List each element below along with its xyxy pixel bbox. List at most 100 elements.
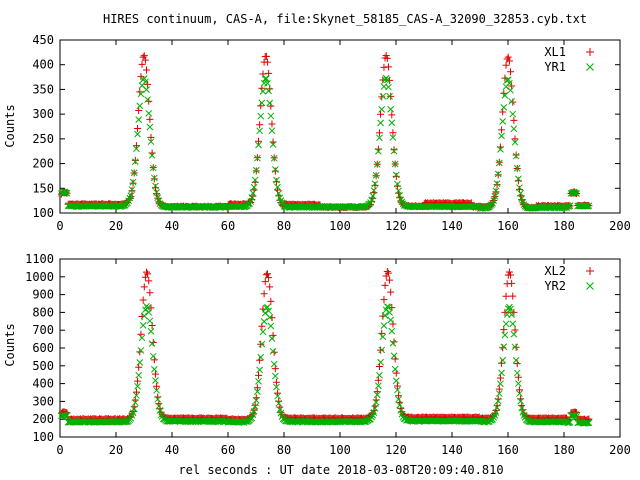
y-tick-label: 300 [32,394,54,408]
data-point-YR2 [385,303,392,311]
data-point-YR2 [386,309,393,316]
data-point-XL2 [505,268,513,276]
data-point-XL2 [395,392,403,400]
data-point-YR1 [252,166,260,174]
data-point-YR1 [372,172,380,179]
data-point-YR2 [63,412,71,419]
data-point-YR2 [388,327,396,335]
data-point-XL2 [153,382,161,390]
data-point-XL1 [493,181,501,189]
data-point-YR2 [273,383,280,391]
y-tick-label: 600 [32,341,54,355]
data-point-YR1 [128,186,136,193]
data-point-YR1 [255,141,262,149]
data-point-YR2 [152,377,159,384]
series-XL1 [57,51,593,212]
data-point-YR1 [391,160,399,168]
data-point-YR2 [391,365,399,373]
data-point-YR2 [149,352,157,360]
data-point-XL2 [381,281,389,289]
data-point-YR1 [517,189,524,197]
data-point-YR2 [135,371,143,379]
data-point-YR2 [513,369,521,377]
x-axis-label: rel seconds : UT date 2018-03-08T20:09:4… [178,463,503,477]
data-point-XL1 [143,66,151,74]
data-point-YR1 [383,76,391,84]
y-tick-label: 200 [32,157,54,171]
data-point-YR1 [500,104,508,111]
data-point-XL1 [377,110,385,118]
data-point-YR1 [151,174,158,182]
x-tick-label: 100 [329,219,351,233]
data-point-YR2 [268,335,276,342]
data-point-YR2 [381,312,389,319]
data-point-XL1 [129,179,137,187]
data-point-YR2 [515,380,522,387]
data-point-YR1 [124,199,131,207]
data-point-XL2 [140,283,148,291]
data-point-YR1 [277,197,285,204]
data-point-YR2 [155,402,163,410]
data-point-YR2 [490,413,498,421]
data-point-XL2 [261,278,269,286]
data-point-YR2 [370,409,378,416]
data-point-YR2 [136,359,144,366]
x-tick-label: 80 [277,443,291,457]
data-point-YR2 [255,377,262,385]
data-point-YR2 [389,339,397,347]
data-point-XL1 [387,92,395,100]
data-point-YR2 [148,340,156,347]
data-point-YR2 [396,401,403,409]
y-tick-label: 100 [32,430,54,444]
data-point-XL2 [380,296,388,304]
data-point-YR1 [259,88,267,95]
data-point-XL1 [265,69,273,77]
data-point-XL2 [251,401,259,409]
y-tick-label: 450 [32,33,54,47]
data-point-YR1 [148,152,156,159]
bottom-y-axis-label: Counts [3,323,17,366]
data-point-YR2 [387,316,395,324]
data-point-YR2 [259,328,267,336]
data-point-YR2 [256,366,263,374]
data-point-YR2 [497,380,504,388]
data-point-YR2 [566,418,574,426]
data-point-YR2 [516,390,523,397]
x-tick-label: 0 [56,443,63,457]
data-point-YR1 [379,92,387,100]
data-point-YR1 [377,119,384,127]
data-point-XL1 [135,106,143,114]
data-point-YR2 [147,328,155,335]
data-point-YR1 [508,98,515,105]
x-tick-label: 200 [609,443,631,457]
data-point-XL1 [502,61,510,69]
data-point-YR1 [386,92,393,100]
data-point-XL2 [500,326,508,334]
data-point-YR1 [376,134,383,142]
data-point-YR2 [509,320,517,328]
data-point-YR1 [152,182,159,190]
data-point-YR1 [492,187,500,195]
data-point-YR2 [140,312,148,320]
data-point-XL2 [384,269,392,277]
data-point-YR1 [494,170,502,178]
x-tick-label: 40 [165,443,179,457]
y-tick-label: 400 [32,377,54,391]
top-panel: 0 20 40 60 80 100 120 140 160 180 200 100 150 200 250 3… [32,33,631,233]
data-point-YR1 [583,202,591,210]
data-point-YR2 [266,314,274,321]
legend-marker [586,63,594,71]
x-tick-label: 180 [553,219,575,233]
data-point-YR2 [493,403,501,411]
data-point-YR1 [274,183,281,191]
data-point-XL2 [374,376,382,384]
data-point-YR2 [61,412,69,419]
data-point-XL2 [495,385,503,393]
data-point-YR2 [275,399,283,407]
y-tick-label: 350 [32,82,54,96]
x-tick-label: 40 [165,219,179,233]
data-point-YR1 [518,195,526,202]
data-point-YR2 [371,405,379,412]
data-point-YR2 [252,397,260,404]
data-point-YR1 [266,99,274,107]
